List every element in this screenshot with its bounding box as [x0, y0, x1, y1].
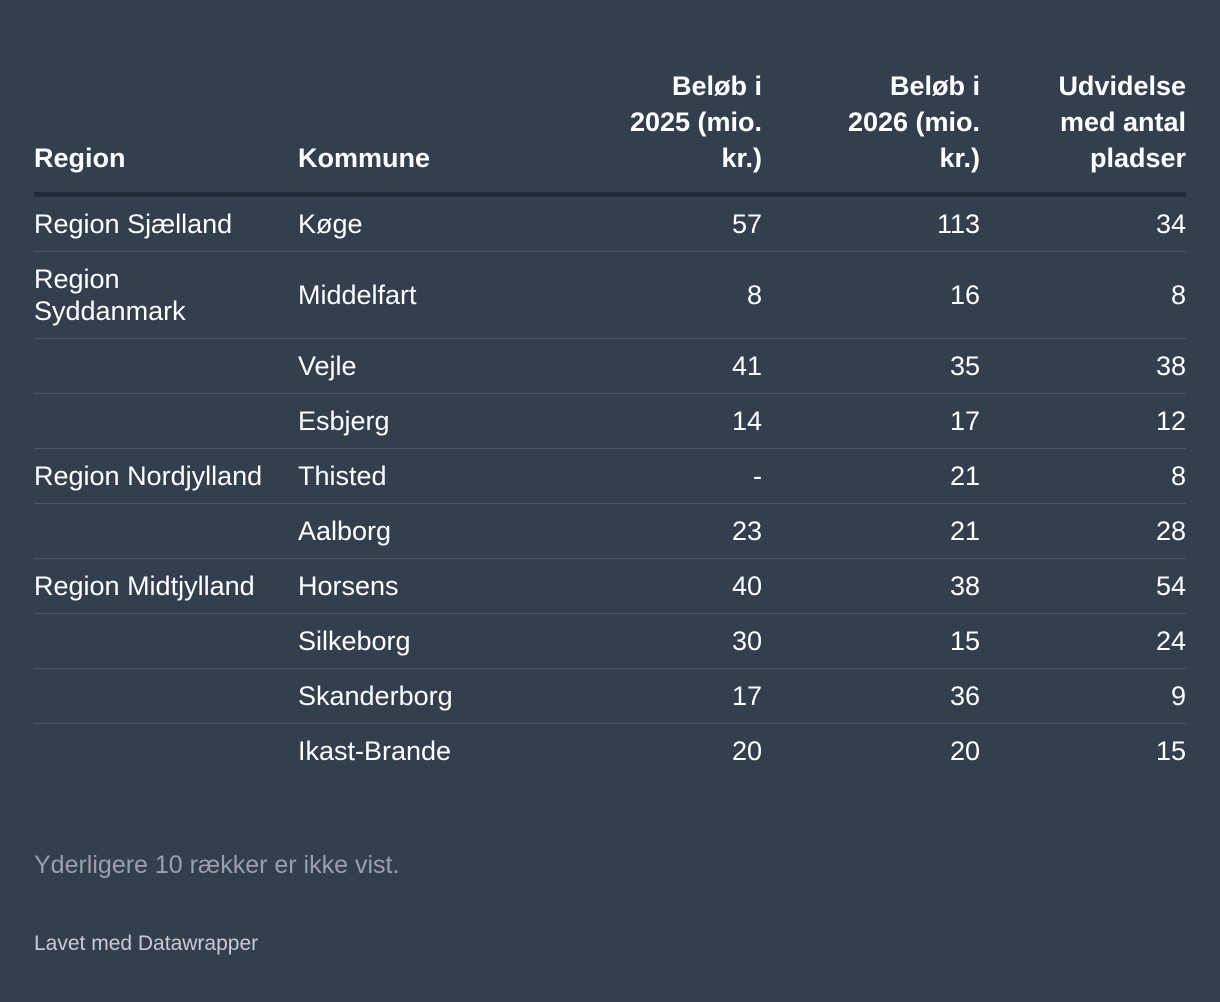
cell-udvidelse: 24: [980, 613, 1186, 669]
cell-v2026: 36: [762, 668, 980, 724]
column-header-line: 2026 (mio.: [847, 107, 980, 137]
cell-kommune: Silkeborg: [298, 613, 562, 669]
cell-v2026: 35: [762, 338, 980, 394]
cell-region: [34, 668, 298, 724]
cell-kommune: Køge: [298, 194, 562, 252]
cell-v2026: 21: [762, 503, 980, 559]
header-row: Region Kommune Beløb i 2025 (mio. kr.) Beløb …: [34, 68, 1186, 197]
table-row: Aalborg 23 21 28: [34, 503, 1186, 559]
table-row: Region Nordjylland Thisted -21 8: [34, 448, 1186, 504]
cell-kommune: Thisted: [298, 448, 562, 504]
table-row: Region Sjælland Køge 57 113 34: [34, 194, 1186, 252]
cell-region: [34, 393, 298, 449]
cell-kommune: Middelfart: [298, 251, 562, 339]
cell-v2026: 20: [949, 736, 980, 766]
cell-udvidelse: 28: [980, 503, 1186, 559]
cell-region: Region Sjælland: [34, 194, 298, 252]
cell-v2025: 41: [562, 338, 762, 394]
table-row: Skanderborg 17 36 9: [34, 668, 1186, 724]
column-header-line: Udvidelse: [1058, 71, 1186, 101]
cell-udvidelse: 54: [980, 558, 1186, 614]
column-header-line: Beløb i: [671, 71, 762, 101]
cell-v2026: 15: [762, 613, 980, 669]
cell-v2025: 30: [562, 613, 762, 669]
cell-udvidelse: 15: [1155, 736, 1186, 766]
column-header-v2026: Beløb i 2026 (mio. kr.): [762, 68, 980, 197]
cell-region: Region Midtjylland: [34, 558, 298, 614]
column-header-line: kr.): [721, 143, 762, 173]
table-row: Region Syddanmark Middelfart 8 16 8: [34, 251, 1186, 339]
cell-region: Region Nordjylland: [34, 448, 298, 504]
cell-v2026: 38: [762, 558, 980, 614]
cell-v2025: -: [562, 448, 762, 504]
table-row: Ikast-Brande 20 20 15: [34, 724, 1186, 779]
data-table-container: Region Kommune Beløb i 2025 (mio. kr.) Beløb …: [34, 68, 1186, 778]
cell-region: [34, 338, 298, 394]
cell-v2026: 113: [762, 194, 980, 252]
table-row: Region Midtjylland Horsens 40 38 54: [34, 558, 1186, 614]
cell-udvidelse: 34: [980, 194, 1186, 252]
hidden-rows-note: Yderligere 10 rækker er ikke vist.: [34, 851, 400, 879]
cell-kommune: Esbjerg: [298, 393, 562, 449]
cell-kommune: Vejle: [298, 338, 562, 394]
table-header: Region Kommune Beløb i 2025 (mio. kr.) Beløb …: [34, 68, 1186, 197]
table-row: Esbjerg 14 17 12: [34, 393, 1186, 449]
cell-kommune: Skanderborg: [298, 668, 562, 724]
cell-udvidelse: 38: [980, 338, 1186, 394]
cell-v2025: 23: [562, 503, 762, 559]
table-row: Vejle 41 35 38: [34, 338, 1186, 394]
column-header-line: Kommune: [298, 143, 431, 173]
column-header-line: 2025 (mio.: [629, 107, 762, 137]
cell-region: Region Syddanmark: [34, 251, 298, 339]
cell-v2025: 14: [562, 393, 762, 449]
cell-udvidelse: 12: [980, 393, 1186, 449]
column-header-line: Beløb i: [889, 71, 980, 101]
cell-kommune: Aalborg: [298, 503, 562, 559]
cell-region: [34, 613, 298, 669]
column-header-line: med antal: [1059, 107, 1186, 137]
column-header-region: Region: [34, 68, 298, 197]
cell-v2025: 8: [562, 251, 762, 339]
cell-udvidelse: 8: [980, 251, 1186, 339]
cell-region: [34, 724, 298, 779]
cell-udvidelse: 8: [980, 448, 1186, 504]
cell-v2025: 40: [562, 558, 762, 614]
cell-v2026: 17: [762, 393, 980, 449]
cell-kommune: Ikast-Brande: [298, 736, 452, 766]
column-header-line: kr.): [939, 143, 980, 173]
column-header-line: Region: [34, 143, 126, 173]
cell-v2025: 57: [562, 194, 762, 252]
table-body: Region Sjælland Køge 57 113 34 Region Syddanm…: [34, 194, 1186, 779]
cell-v2026: 16: [762, 251, 980, 339]
cell-udvidelse: 9: [980, 668, 1186, 724]
cell-v2026: 21: [762, 448, 980, 504]
cell-region: [34, 503, 298, 559]
credit-line: Lavet med Datawrapper: [34, 932, 259, 955]
column-header-v2025: Beløb i 2025 (mio. kr.): [562, 68, 762, 197]
column-header-line: pladser: [1089, 143, 1186, 173]
data-table: Region Kommune Beløb i 2025 (mio. kr.) Beløb …: [34, 68, 1186, 778]
column-header-udvidelse: Udvidelse med antal pladser: [980, 68, 1186, 197]
cell-v2025: 17: [562, 668, 762, 724]
cell-kommune: Horsens: [298, 558, 562, 614]
cell-v2025: 20: [731, 736, 762, 766]
column-header-kommune: Kommune: [298, 68, 562, 197]
table-row: Silkeborg 30 15 24: [34, 613, 1186, 669]
